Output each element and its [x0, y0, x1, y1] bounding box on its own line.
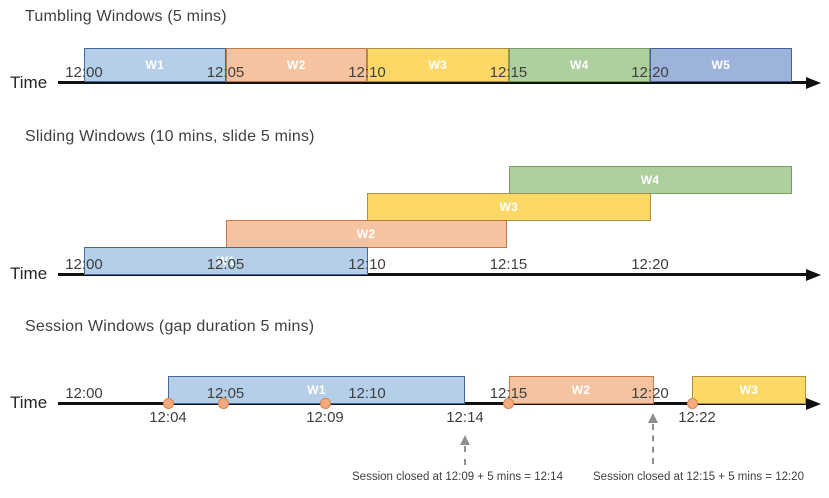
sliding-tick-1200: 12:00 [65, 256, 103, 273]
sliding-title: Sliding Windows (10 mins, slide 5 mins) [25, 128, 315, 145]
session-tick-1205: 12:05 [206, 385, 245, 402]
event-dot-1205 [217, 397, 229, 409]
window-label: W1 [307, 383, 326, 397]
sliding-window-w2: W2 [225, 220, 507, 248]
event-label-1214: 12:14 [446, 409, 484, 426]
event-dot-1215 [503, 397, 514, 409]
tumbling-window-w5: W5 [650, 48, 792, 82]
sliding-time-label: Time [10, 264, 48, 283]
window-label: W4 [640, 173, 660, 187]
session-close-annotation-1: Session closed at 12:09 + 5 mins = 12:14 [352, 471, 563, 483]
session-tick-1220: 12:20 [631, 385, 669, 402]
tumbling-window-w4: W4 [508, 48, 650, 82]
sliding-axis-line [58, 273, 808, 276]
sliding-tick-1205: 12:05 [206, 256, 245, 273]
tumbling-axis-arrowhead-icon [806, 76, 821, 89]
tumbling-tick-1200: 12:00 [65, 64, 103, 81]
window-label: W2 [286, 58, 306, 72]
window-label: W2 [571, 383, 591, 397]
sliding-tick-1210: 12:10 [348, 256, 386, 273]
tumbling-window-w1: W1 [84, 48, 226, 82]
session-tick-1200: 12:00 [65, 385, 103, 402]
tumbling-time-label: Time [10, 73, 48, 92]
tumbling-tick-1220: 12:20 [631, 64, 669, 81]
window-label: W5 [711, 58, 731, 72]
window-label: W3 [499, 200, 519, 214]
event-label-1222: 12:22 [678, 409, 716, 426]
session-title: Session Windows (gap duration 5 mins) [25, 318, 315, 335]
tumbling-window-w3: W3 [367, 48, 509, 82]
sliding-window-w1: W1 [84, 247, 368, 275]
tumbling-tick-1205: 12:05 [206, 64, 245, 81]
sliding-tick-1220: 12:20 [631, 256, 669, 273]
sliding-tick-1215: 12:15 [489, 256, 528, 273]
window-label: W1 [216, 254, 236, 268]
session-time-label: Time [10, 393, 48, 412]
session-window-w1: W1 [168, 376, 465, 404]
window-label: W3 [739, 383, 759, 397]
event-dot-1209 [319, 397, 331, 409]
event-label-1209: 12:09 [306, 409, 344, 426]
sliding-axis-arrowhead-icon [806, 268, 821, 281]
session-window-w2: W2 [508, 376, 654, 404]
window-label: W2 [356, 227, 376, 241]
tumbling-tick-1215: 12:15 [489, 64, 528, 81]
session-axis-arrowhead-icon [806, 397, 821, 410]
tumbling-tick-1210: 12:10 [348, 64, 386, 81]
session-tick-1210: 12:10 [348, 385, 386, 402]
tumbling-axis-line [58, 81, 808, 84]
window-label: W3 [428, 58, 448, 72]
session-window-w3: W3 [692, 376, 806, 404]
event-label-1204: 12:04 [149, 409, 187, 426]
session-close-arrow-2-head-icon [647, 413, 658, 423]
window-label: W4 [569, 58, 589, 72]
event-dot-1222 [686, 397, 698, 409]
session-close-arrow-2-line [651, 424, 654, 464]
window-label: W1 [145, 58, 165, 72]
session-close-annotation-2: Session closed at 12:15 + 5 mins = 12:20 [593, 471, 804, 483]
sliding-window-w3: W3 [367, 193, 651, 221]
sliding-window-w4: W4 [508, 166, 792, 194]
event-dot-1204 [162, 397, 174, 409]
tumbling-window-w2: W2 [225, 48, 367, 82]
session-close-arrow-1-line [463, 446, 466, 465]
tumbling-title: Tumbling Windows (5 mins) [25, 8, 227, 25]
session-close-arrow-1-head-icon [459, 435, 470, 445]
session-tick-1215: 12:15 [489, 385, 528, 402]
